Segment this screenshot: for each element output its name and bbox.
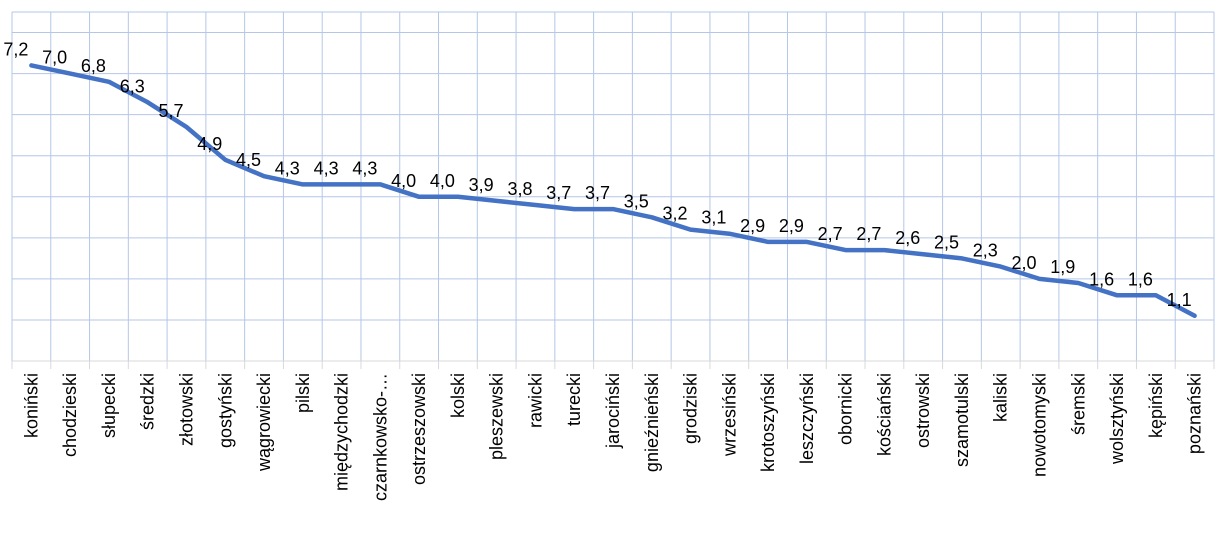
data-label: 2,7 xyxy=(856,224,881,244)
data-label: 2,5 xyxy=(934,232,959,252)
x-tick-label: gnieźnieński xyxy=(642,373,662,472)
x-tick-label: pleszewski xyxy=(487,373,507,460)
data-label: 4,3 xyxy=(314,158,339,178)
data-label: 3,5 xyxy=(624,191,649,211)
x-tick-label: wolsztyński xyxy=(1107,373,1127,465)
x-tick-label: kościański xyxy=(874,373,894,456)
x-tick-label: międzychodzki xyxy=(332,373,352,491)
x-tick-label: poznański xyxy=(1185,373,1205,454)
data-label: 4,3 xyxy=(352,158,377,178)
data-label: 2,0 xyxy=(1012,253,1037,273)
x-tick-label: szamotulski xyxy=(952,373,972,467)
data-label: 3,2 xyxy=(663,204,688,224)
x-tick-label: rawicki xyxy=(526,373,546,428)
x-tick-label: koniński xyxy=(21,373,41,438)
data-label: 1,1 xyxy=(1167,290,1192,310)
x-tick-label: turecki xyxy=(564,373,584,426)
series-line xyxy=(29,63,1197,319)
x-tick-label: gostyński xyxy=(215,373,235,448)
x-tick-label: kępiński xyxy=(1146,373,1166,438)
data-label: 2,3 xyxy=(973,241,998,261)
x-tick-label: krotoszyński xyxy=(758,373,778,472)
x-tick-label: złotowski xyxy=(177,373,197,446)
x-tick-label: słupecki xyxy=(99,373,119,438)
data-label: 2,9 xyxy=(779,216,804,236)
series-layer xyxy=(29,63,1197,319)
data-labels: 7,2 7,0 6,8 6,3 5,7 4,9 4,5 4,3 4,3 4,3 4,0 4,0 3,9 3… xyxy=(3,39,1191,309)
x-tick-label: czarnkowsko-… xyxy=(370,373,390,501)
data-label: 3,8 xyxy=(507,179,532,199)
data-label: 6,8 xyxy=(81,56,106,76)
data-label: 3,9 xyxy=(469,175,494,195)
data-label: 3,7 xyxy=(585,183,610,203)
data-label: 1,6 xyxy=(1128,269,1153,289)
data-label: 5,7 xyxy=(158,101,183,121)
x-tick-label: wrzesiński xyxy=(719,373,739,457)
x-tick-label: jarociński xyxy=(603,373,623,449)
gridlines xyxy=(11,11,1215,361)
x-tick-label: obornicki xyxy=(836,373,856,445)
x-tick-label: wągrowiecki xyxy=(254,373,274,472)
data-label: 3,7 xyxy=(546,183,571,203)
x-tick-label: grodziski xyxy=(681,373,701,444)
x-axis xyxy=(11,360,1215,369)
data-label: 4,0 xyxy=(430,171,455,191)
x-tick-label: ostrowski xyxy=(913,373,933,448)
x-tick-label: kolski xyxy=(448,373,468,418)
data-label: 1,9 xyxy=(1050,257,1075,277)
data-label: 6,3 xyxy=(120,76,145,96)
x-tick-label: chodzieski xyxy=(60,373,80,457)
x-tick-label: średzki xyxy=(138,373,158,430)
x-tick-label: kaliski xyxy=(991,373,1011,422)
data-label: 2,7 xyxy=(818,224,843,244)
x-tick-label: ostrzeszowski xyxy=(409,373,429,485)
x-tick-label: śremski xyxy=(1068,373,1088,435)
data-label: 7,2 xyxy=(3,39,28,59)
x-tick-label: leszczyński xyxy=(797,373,817,464)
data-label: 1,6 xyxy=(1089,269,1114,289)
data-label: 2,9 xyxy=(740,216,765,236)
x-tick-label: pilski xyxy=(293,373,313,413)
data-label: 7,0 xyxy=(42,48,67,68)
data-label: 2,6 xyxy=(895,228,920,248)
data-label: 4,9 xyxy=(197,134,222,154)
data-label: 4,3 xyxy=(275,158,300,178)
data-label: 3,1 xyxy=(701,208,726,228)
data-label: 4,5 xyxy=(236,150,261,170)
category-labels: koniński chodzieski słupecki średzki złotows… xyxy=(21,373,1204,501)
x-tick-label: nowotomyski xyxy=(1030,373,1050,477)
data-label: 4,0 xyxy=(391,171,416,191)
